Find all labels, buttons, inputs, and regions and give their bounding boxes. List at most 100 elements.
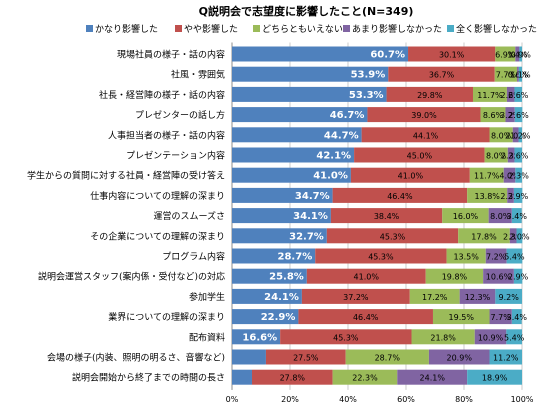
data-label: 32.7% bbox=[289, 231, 324, 242]
bar-segment bbox=[332, 187, 468, 203]
bar-segment bbox=[467, 369, 522, 385]
bar-segment bbox=[232, 248, 316, 264]
data-label: 39.0% bbox=[411, 111, 437, 120]
bar-segment bbox=[330, 208, 443, 224]
bar-segment bbox=[505, 107, 515, 123]
bar-segment bbox=[506, 248, 523, 264]
bar-segment bbox=[495, 46, 516, 62]
legend-swatch bbox=[447, 25, 454, 32]
data-label: 45.0% bbox=[407, 152, 433, 161]
category-label: 参加学生 bbox=[189, 291, 225, 303]
x-tick-label: 0% bbox=[226, 395, 239, 404]
bar-segment bbox=[494, 66, 518, 82]
bar-segment bbox=[512, 127, 519, 143]
data-label: 34.7% bbox=[295, 191, 330, 202]
bar-segment bbox=[509, 228, 517, 244]
data-label: 2.6% bbox=[508, 111, 529, 120]
data-label: 53.3% bbox=[349, 90, 384, 101]
bar-segment bbox=[326, 228, 459, 244]
data-label: 9.2% bbox=[498, 293, 519, 302]
category-label: 社風・雰囲気 bbox=[171, 69, 225, 81]
bar-segment bbox=[361, 127, 490, 143]
bar-segment bbox=[232, 187, 333, 203]
data-label: 27.8% bbox=[280, 374, 306, 383]
data-label: 44.7% bbox=[324, 130, 359, 141]
data-label: 2.9% bbox=[508, 192, 529, 201]
data-label: 28.7% bbox=[375, 354, 401, 363]
bar-segment bbox=[232, 107, 368, 123]
legend-label: かなり影響した bbox=[95, 23, 158, 35]
legend-label: 全く影響しなかった bbox=[456, 23, 537, 35]
bar-segment bbox=[514, 107, 523, 123]
bar-segment bbox=[232, 228, 327, 244]
data-label: 5.4% bbox=[504, 333, 525, 342]
bar-segment bbox=[506, 86, 515, 102]
data-label: 10.6% bbox=[486, 273, 512, 282]
data-label: 2.6% bbox=[508, 152, 529, 161]
bar-segment bbox=[503, 167, 516, 183]
bar-segment bbox=[467, 187, 508, 203]
bar-segment bbox=[232, 349, 266, 365]
data-label: 8.6% bbox=[483, 111, 504, 120]
bar-segment bbox=[472, 86, 507, 102]
bar-segment bbox=[298, 309, 433, 325]
bar-segment bbox=[489, 349, 522, 365]
data-label: 5.4% bbox=[504, 253, 525, 262]
bar-segment bbox=[432, 309, 490, 325]
bar-segment bbox=[511, 208, 522, 224]
bar-segment bbox=[511, 309, 522, 325]
bar-segment bbox=[442, 208, 489, 224]
data-label: 28.7% bbox=[278, 252, 313, 263]
bar-segment bbox=[232, 127, 362, 143]
bar-segment bbox=[409, 288, 460, 304]
data-label: 2.6% bbox=[501, 91, 522, 100]
data-label: 30.1% bbox=[439, 51, 465, 60]
bar-segment bbox=[513, 268, 523, 284]
data-label: 3.4% bbox=[507, 313, 528, 322]
data-label: 8.0% bbox=[486, 152, 507, 161]
bar-segment bbox=[480, 107, 506, 123]
data-label: 6.9% bbox=[495, 51, 516, 60]
data-label: 46.4% bbox=[387, 192, 413, 201]
bar-segment bbox=[345, 349, 429, 365]
data-label: 13.8% bbox=[474, 192, 500, 201]
bar-segment bbox=[515, 167, 522, 183]
bar-segment bbox=[397, 369, 468, 385]
legend-swatch bbox=[253, 25, 260, 32]
category-label: 説明会運営スタッフ(案内係・受付など)の対応 bbox=[38, 271, 225, 283]
bar-segment bbox=[469, 167, 504, 183]
legend-label: どちらともいえない bbox=[262, 24, 343, 35]
data-label: 16.0% bbox=[453, 212, 479, 221]
category-label: 運営のスムーズさ bbox=[153, 210, 225, 222]
bar-segment bbox=[483, 268, 514, 284]
data-label: 4.0% bbox=[499, 172, 520, 181]
category-label: プレゼンテーション内容 bbox=[126, 150, 225, 162]
data-label: 41.0% bbox=[313, 171, 348, 182]
data-label: 2.9% bbox=[508, 273, 529, 282]
bar-segment bbox=[232, 46, 409, 62]
bar-segment bbox=[332, 369, 398, 385]
x-tick-label: 60% bbox=[397, 395, 415, 404]
bar-segment bbox=[232, 329, 281, 345]
bar-segment bbox=[232, 369, 253, 385]
data-label: 38.4% bbox=[374, 212, 400, 221]
data-label: 36.7% bbox=[429, 71, 455, 80]
bar-segment bbox=[507, 187, 514, 203]
bar-segment bbox=[232, 66, 389, 82]
bar-segment bbox=[458, 228, 510, 244]
bars: 60.7% 30.1% 6.9%1.4%0.9%53.9% 36.7% 7.7%0.6%… bbox=[232, 46, 531, 385]
data-label: 17.8% bbox=[471, 232, 497, 241]
category-label: 説明会開始から終了までの時間の長さ bbox=[72, 372, 225, 384]
legend-swatch bbox=[343, 25, 350, 32]
bar-segment bbox=[367, 107, 481, 123]
bar-segment bbox=[425, 268, 484, 284]
bar-segment bbox=[265, 349, 346, 365]
category-label: 会場の様子(内装、照明の明るさ、音響など) bbox=[47, 352, 225, 364]
legend: かなり影響した やや影響した どちらともいえない あまり影響しなかった 全く影響しなかっ… bbox=[86, 23, 537, 35]
bar-segment bbox=[428, 349, 490, 365]
bar-segment bbox=[232, 167, 351, 183]
bar-segment bbox=[485, 248, 507, 264]
bar-segment bbox=[280, 329, 412, 345]
bar-segment bbox=[514, 147, 522, 163]
